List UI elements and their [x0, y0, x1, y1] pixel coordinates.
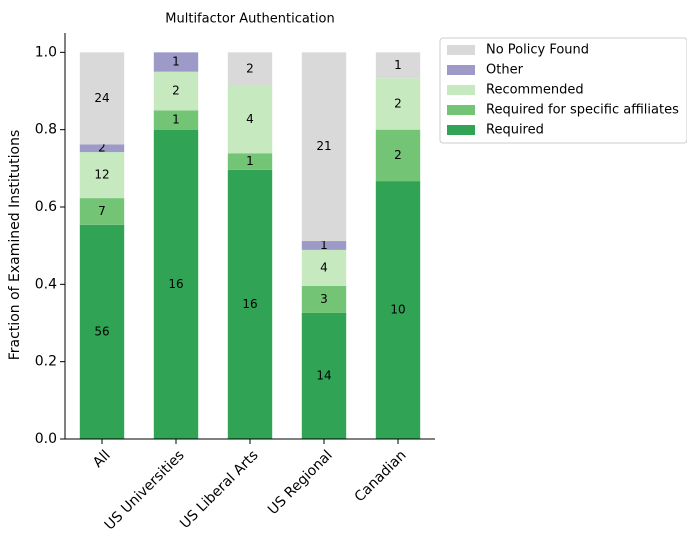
data-label: 1: [172, 55, 180, 69]
data-label: 1: [394, 58, 402, 72]
legend-label: Required for specific affiliates: [486, 103, 679, 118]
bar-segment: [153, 52, 199, 72]
x-tick-label: US Universities: [102, 447, 188, 533]
bar-segment: [79, 224, 125, 439]
y-tick-label: 1.0: [35, 44, 57, 60]
x-tick-label: Canadian: [352, 447, 410, 505]
data-label: 56: [94, 324, 109, 338]
data-label: 16: [242, 297, 257, 311]
data-label: 14: [316, 368, 331, 382]
bar-segment: [79, 144, 125, 153]
y-tick-label: 0.4: [35, 276, 57, 292]
bar-segment: [79, 52, 125, 145]
data-label: 2: [246, 62, 254, 76]
bar-segment: [301, 52, 347, 242]
y-tick-label: 0.2: [35, 354, 57, 370]
bar-segment: [153, 110, 199, 130]
bar-segment: [153, 129, 199, 439]
bar-segment: [375, 78, 421, 130]
data-label: 3: [320, 292, 328, 306]
x-tick-label: US Regional: [265, 447, 336, 518]
data-label: 2: [394, 96, 402, 110]
legend-box: [439, 37, 687, 144]
data-label: 1: [172, 113, 180, 127]
y-tick-label: 0.8: [35, 122, 57, 138]
legend-swatch: [447, 105, 475, 115]
legend-label: Required: [486, 123, 544, 138]
data-label: 16: [168, 277, 183, 291]
data-label: 1: [246, 154, 254, 168]
bar-segment: [301, 285, 347, 313]
data-label: 21: [316, 139, 331, 153]
legend-swatch: [447, 125, 475, 135]
data-label: 2: [394, 148, 402, 162]
bar-segment: [375, 181, 421, 440]
y-tick-label: 0.6: [35, 199, 57, 215]
legend-label: No Policy Found: [486, 43, 589, 58]
bar-segment: [227, 52, 273, 86]
data-label: 7: [98, 204, 106, 218]
bar-segment: [227, 169, 273, 439]
data-label: 1: [320, 238, 328, 252]
legend-swatch: [447, 85, 475, 95]
data-label: 24: [94, 91, 109, 105]
y-axis-label: Fraction of Examined Institutions: [7, 130, 23, 361]
legend-label: Other: [486, 63, 524, 78]
bar-segment: [153, 71, 199, 111]
data-label: 10: [390, 303, 405, 317]
data-label: 4: [320, 260, 328, 274]
bar-segment: [79, 198, 125, 225]
data-label: 12: [94, 168, 109, 182]
bar-segment: [79, 152, 125, 199]
bar-segment: [301, 241, 347, 250]
data-label: 2: [172, 84, 180, 98]
legend-swatch: [447, 45, 475, 55]
x-tick-label: US Liberal Arts: [177, 447, 262, 532]
bar-segment: [301, 249, 347, 286]
bar-segment: [227, 153, 273, 170]
data-label: 4: [246, 112, 254, 126]
bar-segment: [375, 129, 421, 182]
data-label: 2: [98, 141, 106, 155]
legend-swatch: [447, 65, 475, 75]
bar-segment: [227, 85, 273, 154]
chart-title: Multifactor Authentication: [165, 12, 334, 27]
x-tick-label: All: [90, 447, 114, 471]
y-tick-label: 0.0: [35, 431, 57, 447]
bar-segment: [301, 312, 347, 439]
legend-label: Recommended: [486, 83, 584, 98]
bar-segment: [375, 52, 421, 79]
